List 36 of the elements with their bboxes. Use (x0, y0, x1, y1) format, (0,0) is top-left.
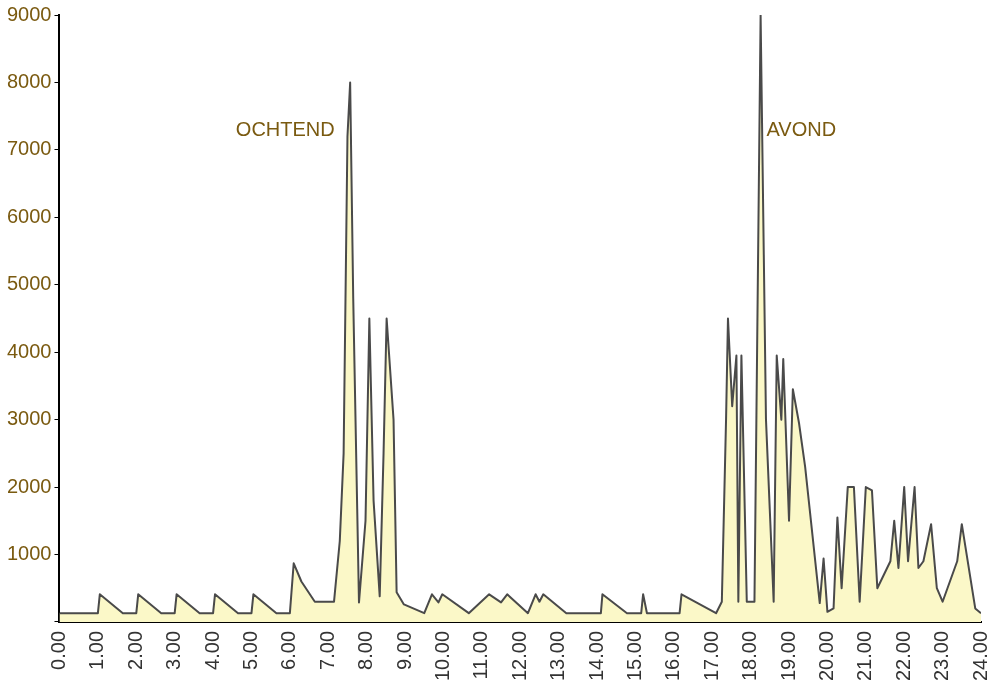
y-tick-label: 2000 (6, 474, 52, 497)
x-tick-label: 10.00 (430, 630, 453, 682)
x-tick-label: 7.00 (315, 630, 338, 670)
x-tick-label: 18.00 (738, 630, 761, 682)
x-tick-label: 0.00 (47, 630, 70, 670)
y-tick-label: 8000 (6, 69, 52, 92)
x-tick-label: 20.00 (814, 630, 837, 682)
x-tick-label: 15.00 (622, 630, 645, 682)
x-tick-label: 1.00 (85, 630, 108, 670)
x-tick-label: 21.00 (853, 630, 876, 682)
x-tick-label: 22.00 (891, 630, 914, 682)
x-tick-label: 4.00 (200, 630, 223, 670)
x-tick-label: 24.00 (968, 630, 991, 682)
x-tick-label: 12.00 (507, 630, 530, 682)
y-tick-label: 3000 (6, 407, 52, 430)
x-tick-label: 14.00 (584, 630, 607, 682)
x-tick-label: 6.00 (277, 630, 300, 670)
x-tick-label: 16.00 (661, 630, 684, 682)
y-tick-label: 1000 (6, 542, 52, 565)
x-tick-label: 3.00 (162, 630, 185, 670)
x-tick-label: 13.00 (546, 630, 569, 682)
x-tick-label: 2.00 (123, 630, 146, 670)
annotation: OCHTEND (235, 117, 335, 140)
y-tick-label: 5000 (6, 272, 52, 295)
y-tick-label: 9000 (6, 2, 52, 25)
x-tick-label: 5.00 (238, 630, 261, 670)
x-tick-label: 11.00 (469, 630, 492, 680)
x-tick-label: 9.00 (392, 630, 415, 670)
x-tick-label: 17.00 (699, 630, 722, 682)
x-tick-label: 23.00 (930, 630, 953, 682)
y-tick-label: 6000 (6, 204, 52, 227)
y-tick-label: 4000 (6, 339, 52, 362)
y-tick-label: 7000 (6, 137, 52, 160)
x-tick-label: 19.00 (776, 630, 799, 682)
x-tick-label: 8.00 (354, 630, 377, 670)
annotation: AVOND (766, 117, 837, 140)
